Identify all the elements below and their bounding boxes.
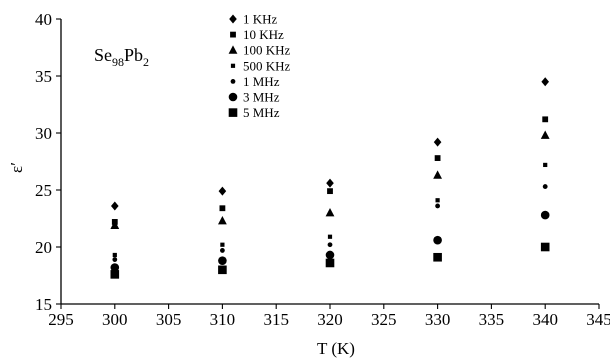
data-point — [327, 234, 333, 239]
data-point — [542, 116, 549, 123]
data-point — [219, 205, 226, 212]
legend-label: 500 KHz — [243, 58, 291, 73]
data-point — [220, 242, 225, 247]
legend-marker — [230, 63, 236, 68]
annotation-sub-2: 2 — [143, 55, 149, 69]
data-point — [110, 263, 120, 272]
data-point — [112, 257, 118, 262]
annotation-base-2: Pb — [124, 45, 143, 65]
data-point — [327, 188, 333, 195]
x-tick-label: 320 — [317, 310, 343, 329]
annotation-base-1: Se — [94, 45, 112, 65]
data-point — [110, 220, 120, 229]
data-point — [218, 215, 227, 225]
data-point — [325, 208, 335, 217]
data-point — [541, 77, 549, 87]
annotation-sub-1: 98 — [112, 55, 124, 69]
legend-marker — [230, 79, 236, 84]
legend-label: 1 KHz — [243, 12, 278, 27]
legend-marker — [228, 45, 238, 54]
data-point — [435, 198, 440, 203]
data-point — [434, 155, 441, 161]
x-tick-label: 335 — [479, 310, 505, 329]
data-point — [433, 137, 442, 147]
x-ticks: 295 300 305 310 315 320 325 330 335 340 345 — [48, 304, 610, 329]
data-point — [220, 248, 225, 253]
x-tick-label: 310 — [210, 310, 236, 329]
data-point — [218, 186, 227, 196]
y-ticks: 15 20 25 30 35 40 — [35, 10, 61, 314]
x-tick-label: 325 — [371, 310, 397, 329]
y-tick-label: 40 — [35, 10, 52, 29]
y-tick-label: 25 — [35, 181, 52, 200]
data-point — [433, 170, 442, 179]
data-point — [435, 203, 440, 209]
y-tick-label: 30 — [35, 124, 52, 143]
legend-label: 3 MHz — [243, 90, 280, 105]
legend-marker — [230, 31, 236, 38]
data-point — [325, 258, 335, 268]
x-tick-label: 330 — [425, 310, 451, 329]
legend-label: 100 KHz — [243, 43, 291, 58]
data-point — [540, 210, 550, 220]
data-point — [542, 184, 548, 189]
data-point — [433, 235, 442, 245]
data-point — [326, 178, 334, 188]
x-tick-label: 345 — [586, 310, 610, 329]
legend-label: 5 MHz — [243, 105, 280, 120]
y-axis-title: ε′ — [7, 162, 26, 173]
data-point — [540, 242, 550, 252]
x-tick-label: 305 — [156, 310, 182, 329]
data-point — [110, 270, 120, 279]
data-point — [540, 130, 550, 139]
x-tick-label: 295 — [48, 310, 74, 329]
legend-label: 1 MHz — [243, 74, 280, 89]
data-point — [112, 252, 117, 258]
data-point — [111, 201, 119, 211]
x-axis-title: T (K) — [317, 339, 355, 358]
legend-marker — [228, 108, 238, 117]
x-tick-label: 300 — [102, 310, 128, 329]
x-tick-label: 315 — [263, 310, 289, 329]
data-point — [433, 252, 442, 262]
y-tick-label: 35 — [35, 67, 52, 86]
data-point — [218, 256, 227, 265]
y-tick-label: 15 — [35, 295, 52, 314]
legend-marker — [228, 92, 238, 102]
sample-annotation: Se98Pb2 — [94, 45, 149, 69]
data-point — [543, 162, 548, 168]
y-tick-label: 20 — [35, 238, 52, 257]
legend-label: 10 KHz — [243, 27, 284, 42]
x-tick-label: 340 — [532, 310, 558, 329]
legend-marker — [229, 14, 237, 24]
data-point — [327, 242, 333, 248]
data-point — [218, 265, 227, 275]
data-point — [325, 250, 335, 260]
data-points — [110, 77, 550, 279]
